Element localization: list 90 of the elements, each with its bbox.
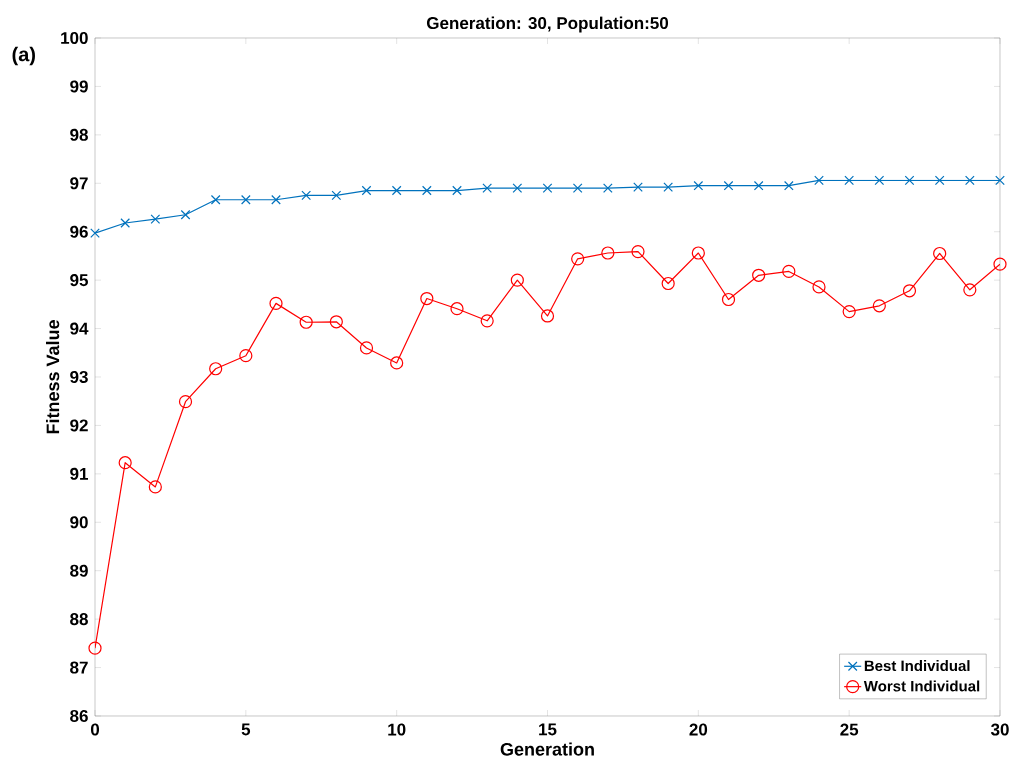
- point: [872, 299, 886, 313]
- point: [540, 309, 555, 323]
- x-axis-title: Generation: [500, 742, 594, 756]
- y-tick-label: 98: [70, 128, 88, 141]
- x-tick-label: 20: [689, 723, 708, 736]
- point: [90, 228, 100, 238]
- point: [359, 341, 374, 355]
- y-tick-label: 90: [70, 516, 88, 529]
- point: [933, 246, 947, 261]
- legend-label: Best Individual: [864, 660, 970, 672]
- y-tick-label: 97: [70, 177, 88, 190]
- y-axis-title: Fitness Value: [46, 320, 60, 434]
- point: [329, 315, 343, 329]
- point: [510, 273, 524, 287]
- point: [180, 209, 191, 220]
- y-tick-label: 89: [70, 564, 88, 577]
- point: [361, 185, 372, 196]
- point: [603, 183, 613, 193]
- point: [814, 175, 824, 186]
- point: [88, 641, 102, 655]
- point: [422, 185, 432, 196]
- point: [963, 283, 977, 297]
- x-tick-label: 10: [388, 723, 406, 736]
- point: [271, 194, 281, 205]
- point: [331, 190, 342, 201]
- point: [299, 315, 313, 329]
- point: [571, 252, 585, 266]
- point: [420, 291, 434, 306]
- y-tick-label: 92: [70, 419, 88, 432]
- y-tick-label: 91: [70, 467, 89, 480]
- x-tick-label: 30: [990, 723, 1009, 736]
- legend-label: Worst Individual: [863, 680, 980, 692]
- point: [480, 314, 494, 328]
- point: [542, 183, 553, 193]
- point: [301, 190, 312, 201]
- point: [601, 246, 615, 260]
- point: [964, 175, 975, 186]
- point: [512, 183, 523, 193]
- point: [210, 194, 221, 205]
- point: [691, 246, 705, 260]
- y-tick-label: 93: [70, 370, 88, 384]
- y-tick-label: 88: [70, 613, 88, 626]
- point: [721, 292, 736, 307]
- point: [482, 183, 493, 193]
- point: [209, 362, 223, 376]
- point: [902, 284, 917, 298]
- point: [993, 257, 1007, 271]
- point: [904, 175, 915, 186]
- y-tick-label: 86: [70, 709, 88, 723]
- point: [752, 268, 766, 282]
- x-tick-label: 0: [90, 723, 100, 736]
- point: [178, 395, 193, 409]
- point: [812, 280, 826, 294]
- point: [450, 302, 464, 316]
- point: [934, 175, 945, 186]
- y-tick-label: 95: [70, 274, 89, 287]
- point: [391, 185, 402, 196]
- point: [150, 214, 161, 224]
- point: [269, 296, 283, 310]
- y-tick-label: 87: [70, 661, 88, 674]
- point: [753, 180, 764, 191]
- text: (a): [12, 46, 35, 66]
- point: [633, 182, 643, 192]
- point: [390, 356, 404, 370]
- point: [572, 183, 583, 193]
- point: [452, 185, 462, 196]
- point: [874, 175, 885, 186]
- point: [844, 175, 855, 186]
- y-tick-label: 99: [70, 80, 88, 93]
- point: [842, 305, 856, 319]
- x-tick-label: 25: [840, 723, 859, 736]
- point: [693, 180, 704, 191]
- point: [239, 349, 253, 363]
- point: [241, 194, 251, 205]
- point: [118, 456, 132, 470]
- point: [995, 175, 1005, 186]
- point: [723, 180, 734, 191]
- point: [148, 480, 162, 494]
- point: [783, 180, 794, 191]
- point: [120, 218, 131, 228]
- point: [782, 264, 796, 279]
- y-tick-label: 96: [70, 225, 88, 238]
- chart-title: Generation: 30, Population:50: [426, 16, 669, 33]
- y-tick-label: 100: [61, 31, 88, 45]
- point: [661, 276, 675, 291]
- y-tick-label: 94: [70, 322, 89, 335]
- point: [663, 182, 674, 192]
- x-tick-label: 5: [241, 723, 251, 736]
- point: [631, 244, 645, 259]
- x-tick-label: 15: [539, 723, 557, 736]
